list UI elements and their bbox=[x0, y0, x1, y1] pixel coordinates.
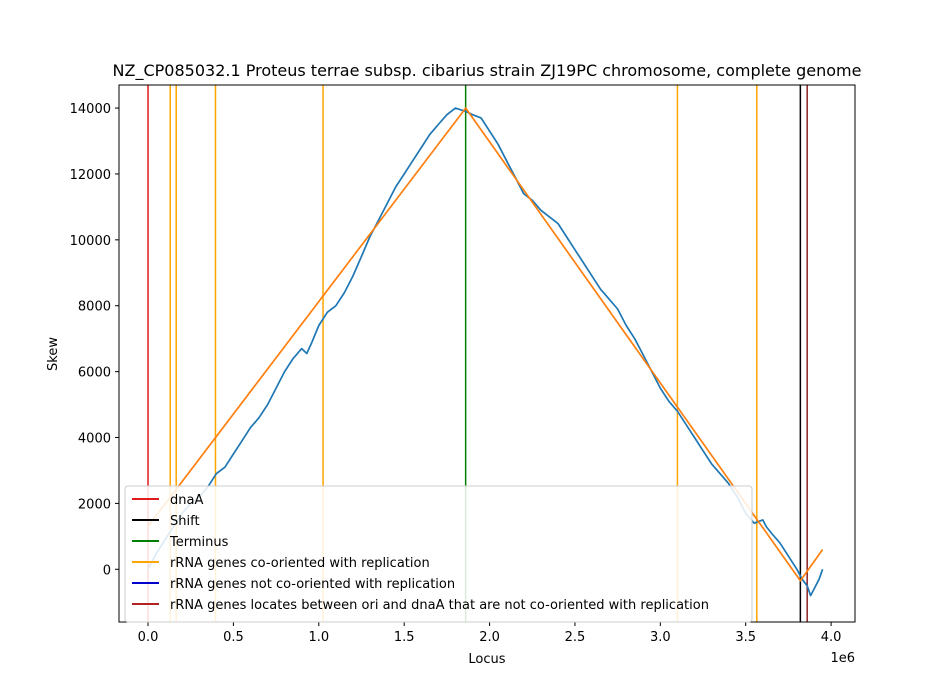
x-tick-label-1: 0.5 bbox=[223, 630, 244, 645]
axes: 0.0 0.5 1.0 1.5 2.0 2.5 3.0 3.5 4.0 0 2000 4000 6000… bbox=[70, 102, 842, 645]
x-tick-label-3: 1.5 bbox=[394, 630, 415, 645]
legend-box bbox=[124, 485, 753, 623]
y-tick-label-1: 2000 bbox=[78, 497, 111, 512]
y-tick-label-5: 10000 bbox=[70, 234, 111, 249]
legend-label-4: rRNA genes not co-oriented with replicat… bbox=[170, 577, 455, 592]
series-line-1 bbox=[147, 107, 824, 582]
y-tick-label-2: 4000 bbox=[78, 432, 111, 447]
x-offset-label: 1e6 bbox=[830, 651, 855, 666]
x-axis-label: Locus bbox=[468, 652, 505, 667]
legend: dnaA Shift Terminus rRNA genes co-oriented … bbox=[124, 485, 753, 623]
y-tick-label-7: 14000 bbox=[70, 102, 111, 117]
y-tick-label-3: 6000 bbox=[78, 366, 111, 381]
legend-label-1: Shift bbox=[170, 514, 200, 529]
x-tick-label-6: 3.0 bbox=[650, 630, 671, 645]
legend-label-5: rRNA genes locates between ori and dnaA … bbox=[170, 598, 709, 613]
y-tick-label-4: 8000 bbox=[78, 300, 111, 315]
x-tick-label-2: 1.0 bbox=[308, 630, 329, 645]
y-tick-label-0: 0 bbox=[103, 563, 111, 578]
chart-title: NZ_CP085032.1 Proteus terrae subsp. ciba… bbox=[113, 61, 862, 81]
legend-label-0: dnaA bbox=[170, 493, 203, 508]
legend-label-3: rRNA genes co-oriented with replication bbox=[170, 556, 430, 571]
x-tick-label-0: 0.0 bbox=[138, 630, 159, 645]
legend-label-2: Terminus bbox=[169, 535, 229, 550]
y-tick-label-6: 12000 bbox=[70, 168, 111, 183]
x-tick-label-4: 2.0 bbox=[479, 630, 500, 645]
x-tick-label-5: 2.5 bbox=[565, 630, 586, 645]
y-axis-label: Skew bbox=[46, 337, 61, 371]
x-tick-label-8: 4.0 bbox=[821, 630, 842, 645]
x-tick-label-7: 3.5 bbox=[735, 630, 756, 645]
